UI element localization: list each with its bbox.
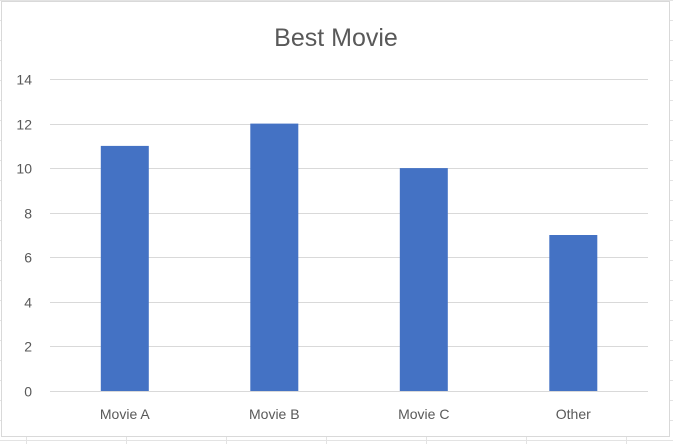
y-tick-label: 14 bbox=[16, 72, 32, 88]
y-tick-label: 4 bbox=[24, 295, 32, 311]
x-tick-label: Movie C bbox=[398, 406, 449, 422]
y-axis-tick-labels: 0 2 4 6 8 10 12 14 bbox=[16, 72, 32, 400]
bar[interactable] bbox=[250, 123, 299, 391]
y-tick-label: 0 bbox=[24, 384, 32, 400]
x-tick-label: Other bbox=[556, 406, 591, 422]
y-tick-label: 2 bbox=[24, 339, 32, 355]
y-tick-label: 10 bbox=[16, 161, 32, 177]
y-tick-label: 12 bbox=[16, 117, 32, 133]
y-tick-label: 6 bbox=[24, 250, 32, 266]
x-axis-tick-labels: Movie A Movie B Movie C Other bbox=[100, 406, 591, 422]
bar[interactable] bbox=[549, 235, 598, 391]
bar[interactable] bbox=[399, 168, 448, 391]
gridlines bbox=[50, 79, 648, 392]
x-tick-label: Movie A bbox=[100, 406, 150, 422]
bars bbox=[100, 123, 598, 391]
chart-title: Best Movie bbox=[274, 24, 398, 52]
x-tick-label: Movie B bbox=[249, 406, 300, 422]
y-tick-label: 8 bbox=[24, 206, 32, 222]
bar[interactable] bbox=[100, 145, 149, 391]
